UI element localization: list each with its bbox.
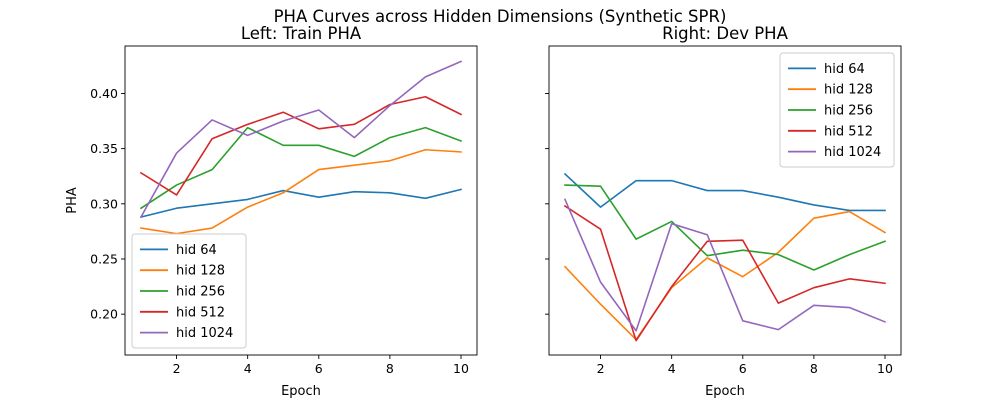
y-axis-title: PHA <box>65 187 80 214</box>
x-axis-title: Epoch <box>705 384 745 399</box>
y-tick-label: 0.30 <box>90 196 118 211</box>
legend-frame <box>779 52 895 168</box>
series-line-hid-64 <box>563 172 886 212</box>
x-tick-label: 6 <box>315 361 323 376</box>
panel-title: Right: Dev PHA <box>662 24 788 43</box>
y-tick-label: 0.20 <box>90 307 118 322</box>
axes-frame <box>548 45 902 356</box>
left-train-pha-panel: Left: Train PHA 2 4 6 8 10 0.20 0.25 0.30 0.35 0.4… <box>65 24 478 399</box>
series-line-hid-1024 <box>139 60 463 219</box>
legend: hid 64 hid 128 hid 256 hid 512 hid 1024 <box>779 52 895 168</box>
series-line-hid-256 <box>564 184 887 271</box>
x-tick-label: 4 <box>668 361 676 376</box>
panel-title: Left: Train PHA <box>241 24 362 43</box>
series-line-hid-128 <box>563 210 887 341</box>
legend-label: hid 512 <box>176 305 225 320</box>
series-line-hid-512 <box>563 204 886 342</box>
legend-label: hid 128 <box>824 83 873 98</box>
y-tick-label: 0.35 <box>90 141 118 156</box>
series-line-hid-64 <box>140 188 462 219</box>
series-line-hid-128 <box>140 148 462 235</box>
series-line-hid-512 <box>139 95 463 196</box>
y-tick-label: 0.25 <box>90 251 118 266</box>
legend-label: hid 128 <box>176 264 225 279</box>
legend-label: hid 1024 <box>176 326 233 341</box>
x-tick-label: 2 <box>597 361 605 376</box>
series-line-hid-256 <box>139 126 463 210</box>
legend-label: hid 64 <box>176 243 217 258</box>
figure-suptitle: PHA Curves across Hidden Dimensions (Syn… <box>274 7 727 26</box>
x-tick-label: 6 <box>739 361 747 376</box>
legend-label: hid 64 <box>824 62 865 77</box>
x-tick-label: 8 <box>386 361 394 376</box>
legend-label: hid 256 <box>176 285 225 300</box>
x-tick-label: 10 <box>453 361 469 376</box>
x-axis-title: Epoch <box>281 384 321 399</box>
x-tick-label: 4 <box>244 361 252 376</box>
legend-label: hid 256 <box>824 104 873 119</box>
y-tick-label: 0.40 <box>90 86 118 101</box>
x-tick-label: 8 <box>810 361 818 376</box>
legend-label: hid 1024 <box>824 145 881 160</box>
legend: hid 64 hid 128 hid 256 hid 512 hid 1024 <box>131 233 247 349</box>
axes-frame <box>124 45 478 356</box>
x-tick-label: 2 <box>173 361 181 376</box>
series-line-hid-1024 <box>563 198 887 332</box>
x-tick-label: 10 <box>877 361 893 376</box>
legend-label: hid 512 <box>824 124 873 139</box>
legend-frame <box>131 233 247 349</box>
